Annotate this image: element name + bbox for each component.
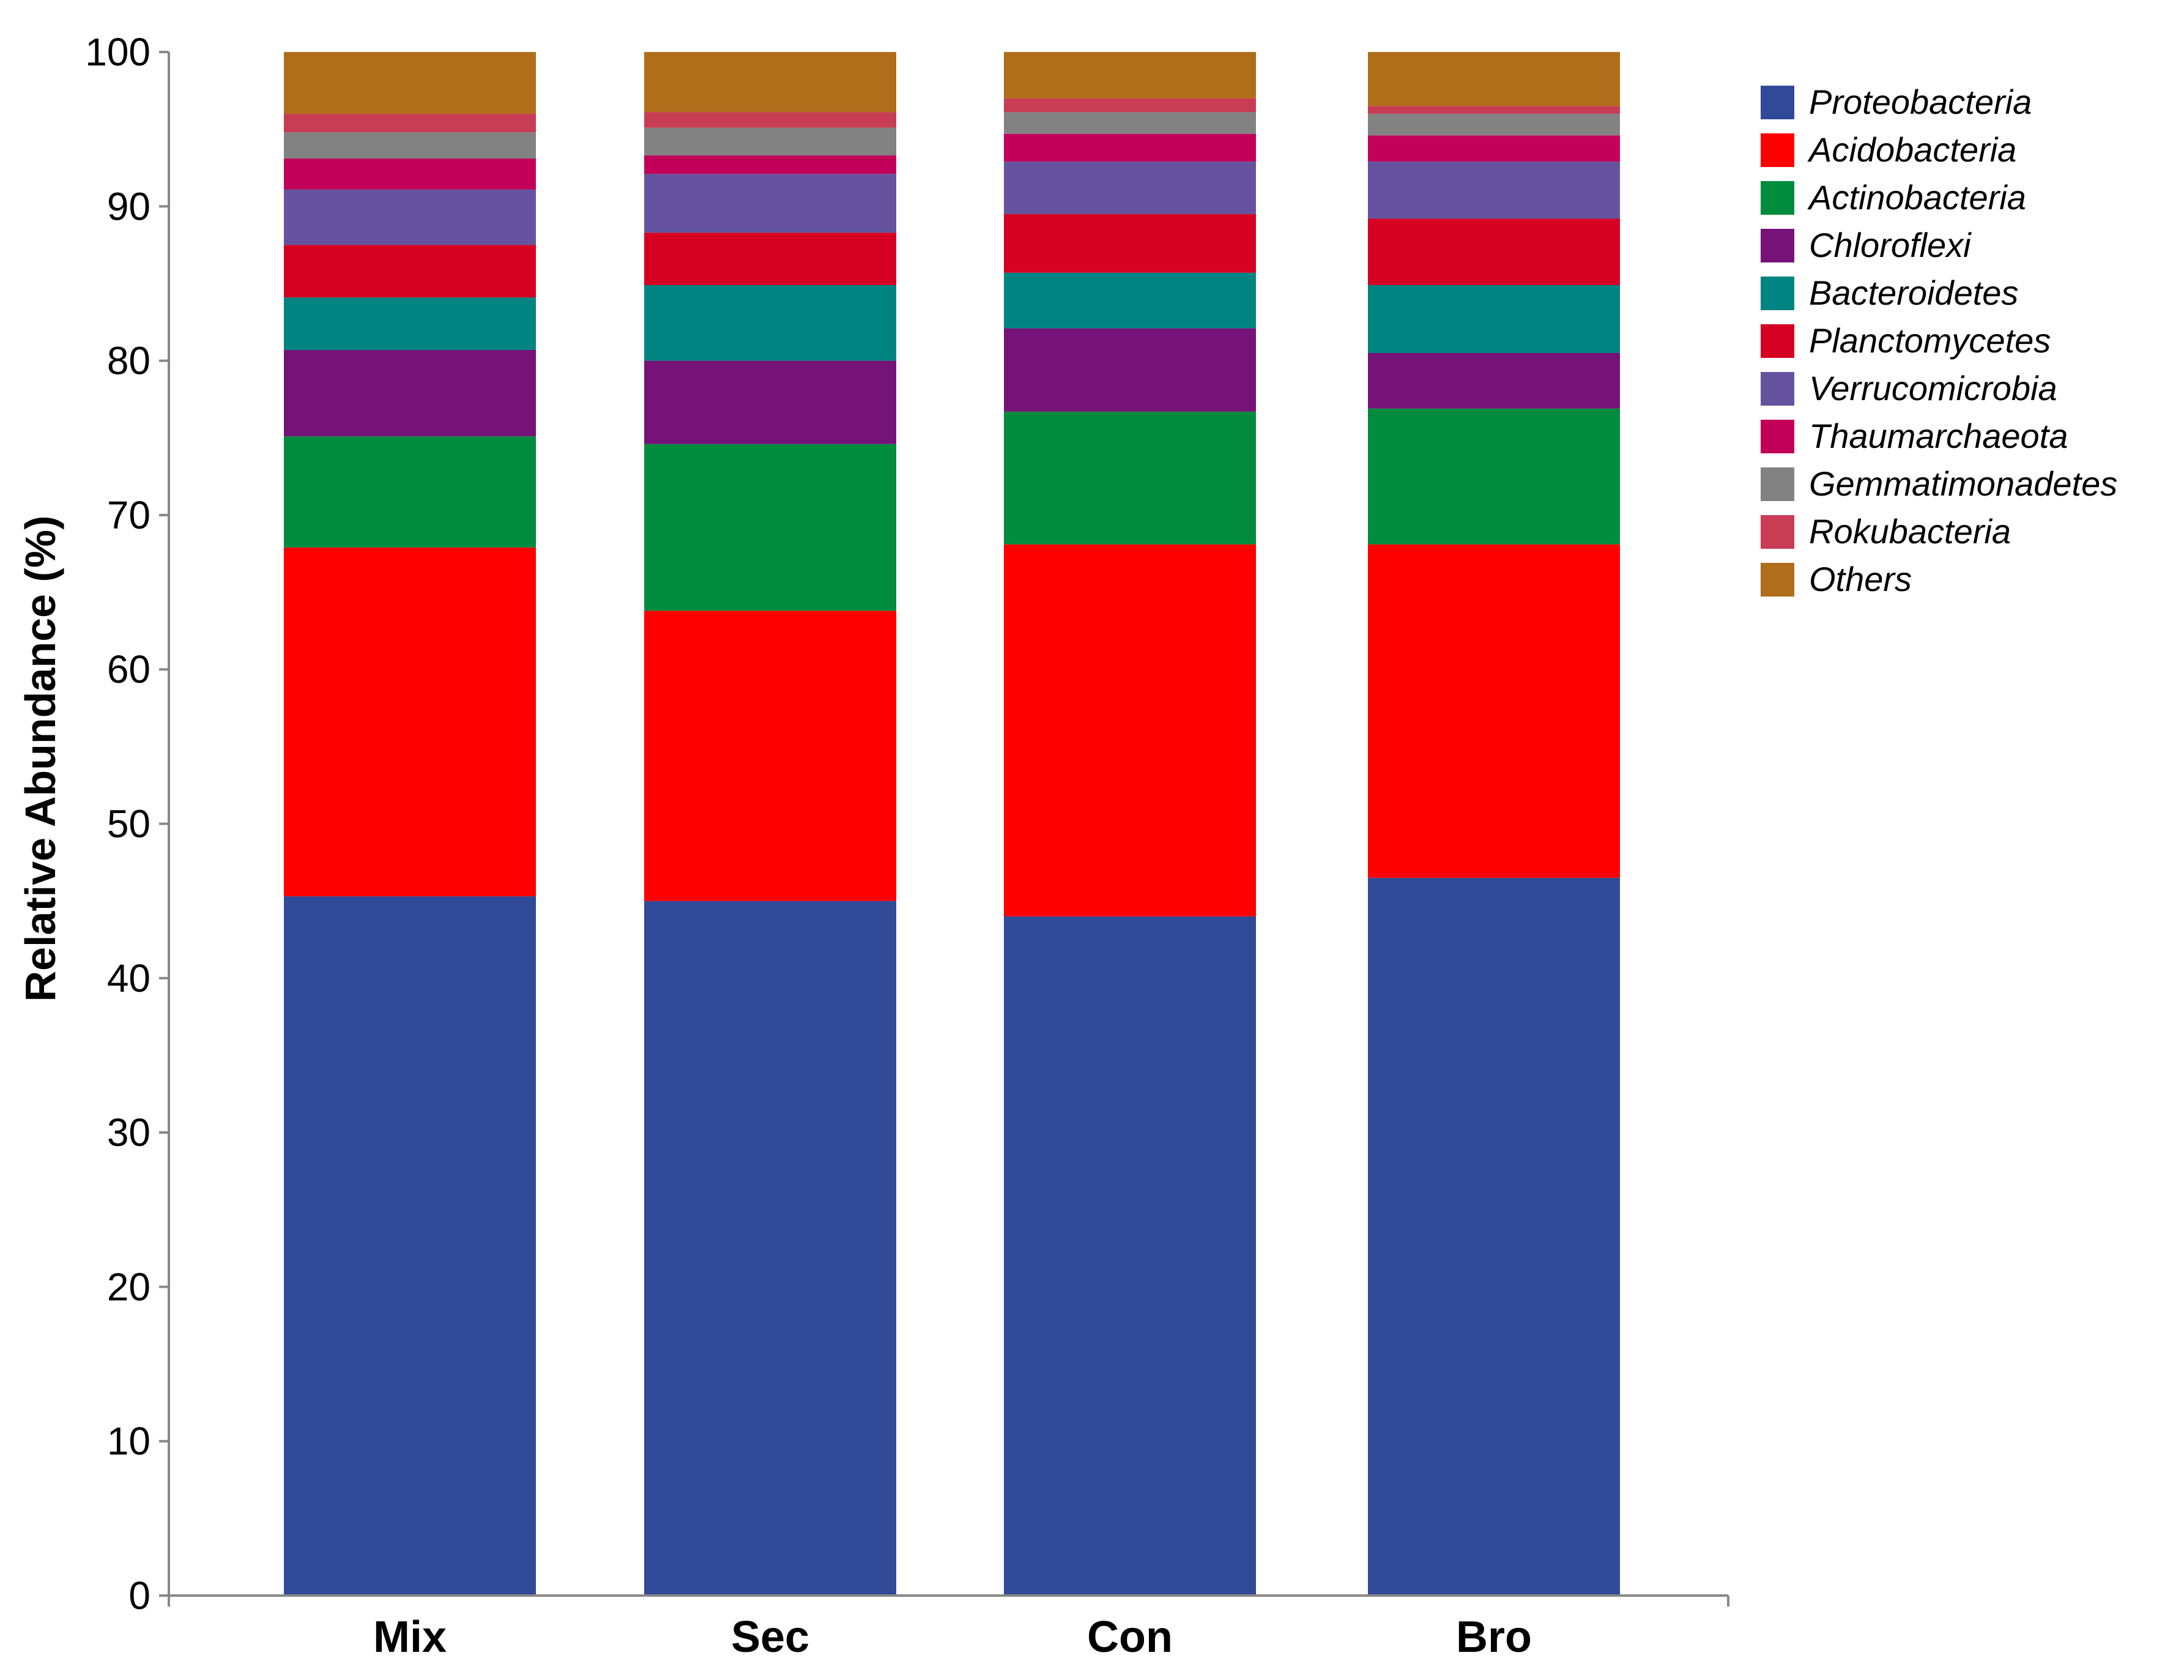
bar-segment-sec-proteobacteria bbox=[644, 901, 896, 1596]
bar-segment-bro-planctomycetes bbox=[1368, 218, 1620, 285]
legend-label-actinobacteria: Actinobacteria bbox=[1807, 178, 2026, 217]
legend-swatch-verrucomicrobia bbox=[1761, 372, 1794, 406]
bar-segment-con-thaumarchaeota bbox=[1004, 133, 1256, 162]
x-category-label-bro: Bro bbox=[1456, 1613, 1532, 1662]
bar-segment-con-bacteroidetes bbox=[1004, 272, 1256, 329]
bar-segment-con-proteobacteria bbox=[1004, 916, 1256, 1596]
x-category-label-con: Con bbox=[1087, 1613, 1173, 1662]
bar-segment-bro-chloroflexi bbox=[1368, 352, 1620, 409]
bar-segment-mix-verrucomicrobia bbox=[284, 189, 536, 245]
bar-segment-mix-gemmatimonadetes bbox=[284, 132, 536, 159]
y-tick-label: 90 bbox=[107, 184, 150, 228]
legend-swatch-gemmatimonadetes bbox=[1761, 467, 1794, 501]
legend-label-chloroflexi: Chloroflexi bbox=[1809, 226, 1972, 264]
bar-segment-sec-rokubacteria bbox=[644, 112, 896, 128]
legend-swatch-actinobacteria bbox=[1761, 181, 1794, 215]
legend-label-acidobacteria: Acidobacteria bbox=[1807, 130, 2016, 169]
legend-label-verrucomicrobia: Verrucomicrobia bbox=[1809, 369, 2057, 407]
legend-label-rokubacteria: Rokubacteria bbox=[1809, 512, 2011, 551]
bar-segment-mix-rokubacteria bbox=[284, 113, 536, 133]
bar-segment-mix-bacteroidetes bbox=[284, 297, 536, 350]
legend-label-gemmatimonadetes: Gemmatimonadetes bbox=[1809, 464, 2117, 503]
legend-swatch-bacteroidetes bbox=[1761, 277, 1794, 310]
bar-segment-mix-planctomycetes bbox=[284, 245, 536, 298]
bar-segment-sec-others bbox=[644, 52, 896, 113]
y-tick-label: 0 bbox=[128, 1574, 150, 1618]
legend-label-planctomycetes: Planctomycetes bbox=[1809, 321, 2051, 360]
bar-segment-bro-others bbox=[1368, 52, 1620, 106]
y-tick-label: 70 bbox=[107, 493, 150, 537]
legend-swatch-others bbox=[1761, 563, 1794, 597]
legend-swatch-chloroflexi bbox=[1761, 229, 1794, 262]
y-axis-title: Relative Abundance (%) bbox=[17, 516, 64, 1002]
bar-segment-sec-actinobacteria bbox=[644, 444, 896, 611]
y-tick-label: 40 bbox=[107, 956, 150, 1000]
bar-segment-bro-bacteroidetes bbox=[1368, 284, 1620, 353]
y-tick-label: 50 bbox=[107, 802, 150, 846]
x-category-label-sec: Sec bbox=[731, 1613, 809, 1662]
legend-swatch-thaumarchaeota bbox=[1761, 420, 1794, 453]
legend-label-others: Others bbox=[1809, 560, 1912, 598]
legend-swatch-rokubacteria bbox=[1761, 515, 1794, 549]
bar-segment-con-actinobacteria bbox=[1004, 411, 1256, 545]
bar-segment-sec-bacteroidetes bbox=[644, 284, 896, 361]
bar-segment-sec-chloroflexi bbox=[644, 360, 896, 444]
bar-segment-sec-verrucomicrobia bbox=[644, 174, 896, 233]
bar-segment-mix-others bbox=[284, 52, 536, 114]
y-tick-label: 60 bbox=[107, 647, 150, 691]
bar-segment-mix-actinobacteria bbox=[284, 436, 536, 548]
bar-segment-bro-thaumarchaeota bbox=[1368, 135, 1620, 162]
bar-segment-bro-actinobacteria bbox=[1368, 408, 1620, 545]
bar-segment-bro-proteobacteria bbox=[1368, 877, 1620, 1596]
bars-layer bbox=[284, 52, 1620, 1596]
bar-segment-bro-gemmatimonadetes bbox=[1368, 113, 1620, 136]
bar-segment-con-chloroflexi bbox=[1004, 328, 1256, 412]
x-category-label-mix: Mix bbox=[373, 1613, 447, 1662]
bar-segment-con-rokubacteria bbox=[1004, 98, 1256, 113]
bar-segment-sec-gemmatimonadetes bbox=[644, 127, 896, 156]
bar-segment-bro-verrucomicrobia bbox=[1368, 162, 1620, 219]
y-tick-label: 30 bbox=[107, 1110, 150, 1154]
bar-segment-con-gemmatimonadetes bbox=[1004, 112, 1256, 134]
bar-segment-con-acidobacteria bbox=[1004, 544, 1256, 916]
y-tick-label: 100 bbox=[85, 30, 150, 74]
legend-label-bacteroidetes: Bacteroidetes bbox=[1809, 273, 2018, 312]
bar-segment-con-verrucomicrobia bbox=[1004, 162, 1256, 214]
bar-segment-sec-acidobacteria bbox=[644, 611, 896, 901]
legend-label-proteobacteria: Proteobacteria bbox=[1809, 83, 2032, 121]
y-tick-label: 20 bbox=[107, 1265, 150, 1309]
bar-segment-mix-acidobacteria bbox=[284, 547, 536, 897]
y-tick-label: 10 bbox=[107, 1419, 150, 1463]
legend-swatch-acidobacteria bbox=[1761, 133, 1794, 167]
bar-segment-con-others bbox=[1004, 52, 1256, 98]
bar-segment-con-planctomycetes bbox=[1004, 214, 1256, 273]
y-ticks-layer: 0 10 20 30 40 50 60 70 80 90 100 bbox=[85, 30, 169, 1618]
legend-label-thaumarchaeota: Thaumarchaeota bbox=[1809, 417, 2068, 455]
bar-segment-sec-planctomycetes bbox=[644, 232, 896, 285]
bar-segment-bro-rokubacteria bbox=[1368, 106, 1620, 114]
bar-segment-mix-chloroflexi bbox=[284, 349, 536, 437]
y-tick-label: 80 bbox=[107, 339, 150, 383]
bar-segment-mix-proteobacteria bbox=[284, 896, 536, 1596]
legend-swatch-planctomycetes bbox=[1761, 324, 1794, 358]
legend: Proteobacteria Acidobacteria Actinobacteri… bbox=[1761, 83, 2117, 598]
legend-swatch-proteobacteria bbox=[1761, 86, 1794, 119]
bar-segment-bro-acidobacteria bbox=[1368, 544, 1620, 878]
bar-segment-sec-thaumarchaeota bbox=[644, 155, 896, 174]
bar-segment-mix-thaumarchaeota bbox=[284, 158, 536, 190]
x-labels-layer: Mix Sec Con Bro bbox=[373, 1613, 1532, 1662]
